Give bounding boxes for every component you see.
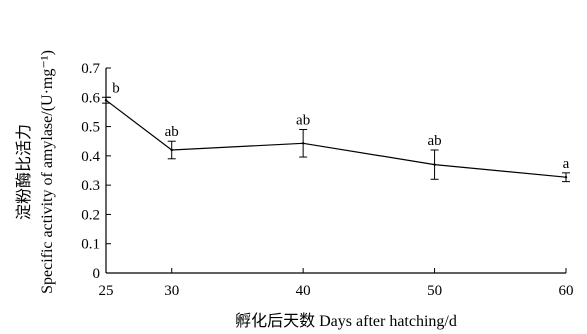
data-point [433, 163, 436, 166]
y-tick-label: 0.5 [81, 120, 100, 136]
y-tick-label: 0.3 [81, 178, 100, 194]
y-tick-label: 0.4 [81, 149, 100, 165]
y-tick-label: 0 [93, 266, 101, 282]
significance-label: a [563, 156, 570, 172]
y-tick-label: 0.1 [81, 237, 100, 253]
y-axis-title-cn: 淀粉酶比活力 [15, 124, 33, 220]
x-tick-label: 50 [427, 283, 442, 299]
x-tick-label: 30 [164, 283, 179, 299]
axis-ticks: 0 0.1 0.2 0.3 0.4 0.5 0.6 0.7 25 30 40 50 60 [81, 61, 573, 299]
y-tick-label: 0.6 [81, 90, 100, 106]
y-tick-label: 0.2 [81, 207, 100, 223]
y-tick-label: 0.7 [81, 61, 100, 77]
data-point [170, 148, 173, 152]
significance-label: ab [165, 124, 179, 140]
y-axis-title-en: Specific activity of amylase/(U·mg⁻¹) [39, 50, 56, 294]
data-point [104, 99, 108, 102]
significance-label: b [112, 80, 120, 96]
data-point [564, 176, 568, 179]
data-series: b ab ab ab a [102, 80, 570, 183]
x-tick-label: 25 [99, 283, 114, 299]
x-tick-label: 40 [296, 283, 311, 299]
x-axis-title: 孵化后天数 Days after hatching/d [235, 312, 457, 330]
x-tick-label: 60 [559, 283, 574, 299]
significance-label: ab [296, 113, 310, 129]
data-point [301, 142, 305, 145]
significance-label: ab [427, 133, 441, 149]
